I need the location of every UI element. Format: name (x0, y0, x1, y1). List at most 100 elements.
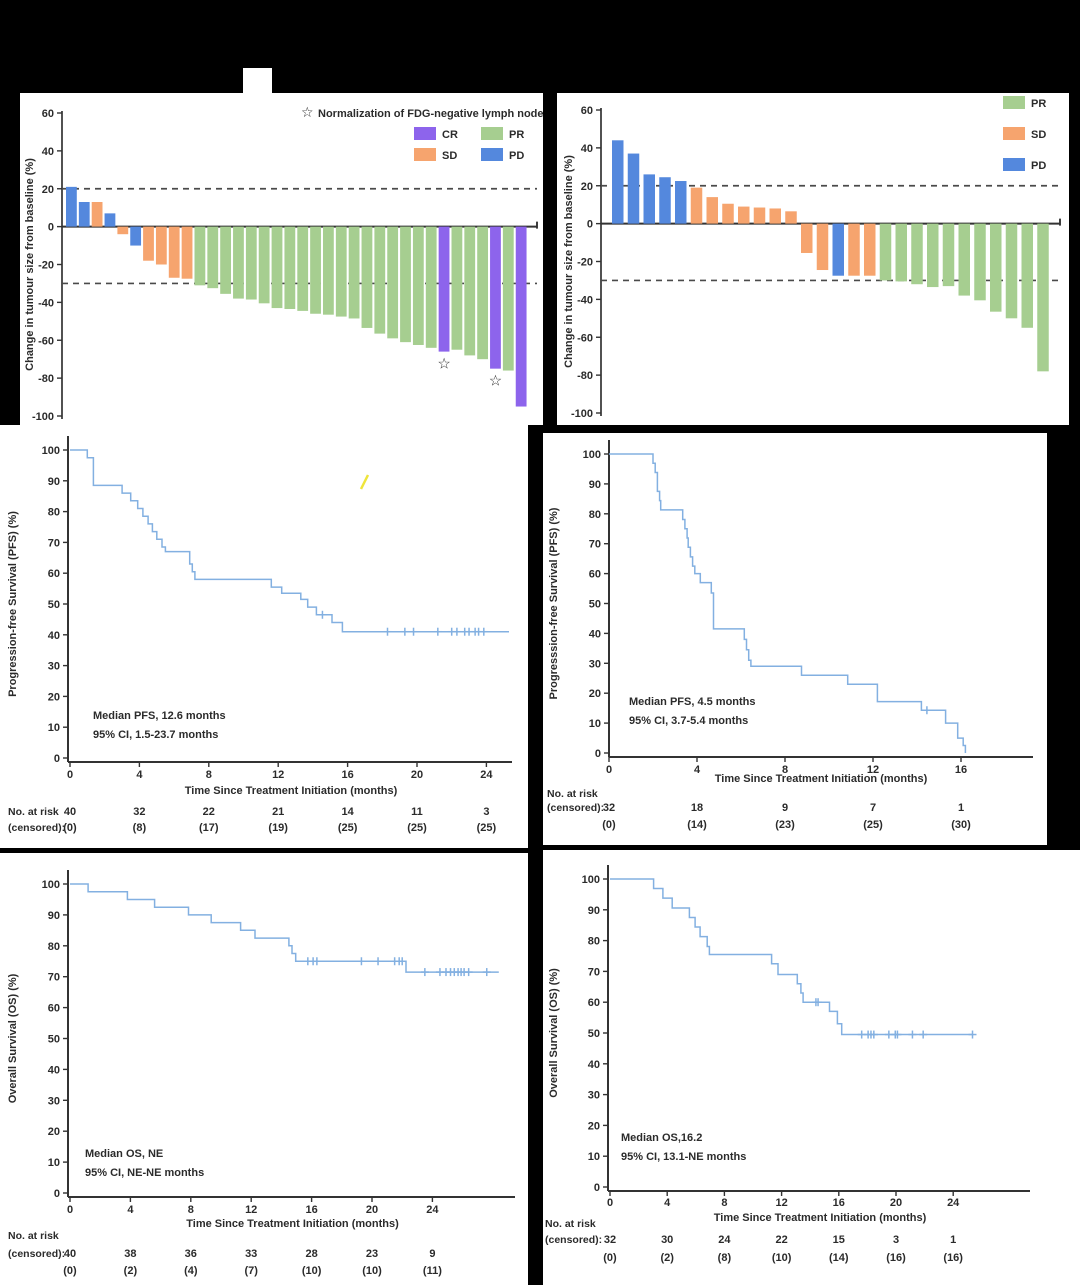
svg-text:-60: -60 (38, 335, 54, 347)
svg-text:(25): (25) (863, 819, 883, 831)
svg-text:95% CI, NE-NE months: 95% CI, NE-NE months (85, 1167, 204, 1179)
svg-text:16: 16 (341, 769, 353, 781)
waterfall-monotherapy-chart: 60 40 20 0 -20 -40 -60 -80 -100 Change in tumour … (563, 96, 1061, 420)
svg-text:-80: -80 (577, 370, 593, 382)
svg-text:Time Since Treatment Initiatio: Time Since Treatment Initiation (months) (715, 773, 928, 785)
svg-text:7: 7 (870, 802, 876, 814)
svg-text:(25): (25) (477, 822, 497, 834)
svg-text:40: 40 (48, 630, 60, 642)
svg-text:10: 10 (48, 1157, 60, 1169)
svg-text:32: 32 (603, 802, 615, 814)
svg-text:Overall Survival (OS) (%): Overall Survival (OS) (%) (7, 973, 19, 1103)
svg-text:(7): (7) (244, 1265, 258, 1277)
svg-text:50: 50 (48, 599, 60, 611)
svg-text:0: 0 (67, 1204, 73, 1216)
svg-text:100: 100 (583, 449, 601, 461)
svg-text:9: 9 (782, 802, 788, 814)
svg-text:Time Since Treatment Initiatio: Time Since Treatment Initiation (months) (186, 1218, 399, 1230)
svg-text:40: 40 (64, 806, 76, 818)
svg-text:12: 12 (775, 1197, 787, 1209)
svg-text:90: 90 (588, 905, 600, 917)
svg-text:(10): (10) (362, 1265, 382, 1277)
svg-text:20: 20 (411, 769, 423, 781)
svg-text:80: 80 (48, 941, 60, 953)
svg-text:20: 20 (890, 1197, 902, 1209)
svg-text:3: 3 (483, 806, 489, 818)
svg-text:PD: PD (509, 150, 524, 162)
svg-text:SD: SD (1031, 129, 1046, 141)
svg-text:1: 1 (950, 1234, 956, 1246)
svg-text:No. at risk: No. at risk (8, 806, 59, 818)
os-combined-km-chart: 0 10 20 30 40 50 60 70 80 90 100 0 4 8 12 16 20 24 Overall… (7, 870, 515, 1277)
svg-text:14: 14 (341, 806, 354, 818)
svg-text:95% CI, 13.1-NE months: 95% CI, 13.1-NE months (621, 1151, 746, 1163)
svg-text:50: 50 (589, 599, 601, 611)
svg-text:40: 40 (589, 628, 601, 640)
svg-text:0: 0 (587, 219, 593, 231)
svg-text:Progression-free Survival (PFS: Progression-free Survival (PFS) (%) (7, 511, 19, 697)
svg-text:0: 0 (48, 222, 54, 234)
svg-text:8: 8 (782, 764, 788, 776)
svg-text:Overall Survival (OS) (%): Overall Survival (OS) (%) (548, 968, 560, 1098)
svg-text:(19): (19) (268, 822, 288, 834)
svg-text:60: 60 (581, 105, 593, 117)
panel-pfs-monotherapy: 0 10 20 30 40 50 60 70 80 90 100 0 4 8 12 16 Progresssio… (543, 433, 1047, 845)
svg-text:(30): (30) (951, 819, 971, 831)
svg-text:20: 20 (48, 1126, 60, 1138)
svg-text:12: 12 (245, 1204, 257, 1216)
svg-text:90: 90 (48, 910, 60, 922)
svg-text:24: 24 (947, 1197, 960, 1209)
svg-text:(14): (14) (829, 1252, 849, 1264)
svg-text:Time Since Treatment Initiatio: Time Since Treatment Initiation (months) (185, 785, 398, 797)
svg-text:(16): (16) (886, 1252, 906, 1264)
svg-text:(0): (0) (603, 1252, 617, 1264)
svg-text:60: 60 (48, 1003, 60, 1015)
svg-text:100: 100 (42, 445, 60, 457)
white-notch-artifact (243, 68, 272, 94)
waterfall-combined-chart: 60 40 20 0 -20 -40 -60 -80 -100 ☆ ☆ Change in tumou… (24, 104, 543, 423)
svg-text:8: 8 (206, 769, 212, 781)
os-monotherapy-km-chart: 0 10 20 30 40 50 60 70 80 90 100 0 4 8 12 16 20 24 Overall… (545, 865, 1030, 1264)
svg-text:21: 21 (272, 806, 284, 818)
svg-text:No. at risk: No. at risk (547, 788, 598, 800)
svg-text:(0): (0) (63, 1265, 77, 1277)
svg-text:60: 60 (48, 568, 60, 580)
svg-text:32: 32 (604, 1234, 616, 1246)
svg-text:0: 0 (54, 753, 60, 765)
pfs-monotherapy-km-chart: 0 10 20 30 40 50 60 70 80 90 100 0 4 8 12 16 Progresssio… (547, 440, 1033, 831)
svg-text:30: 30 (48, 1095, 60, 1107)
svg-text:0: 0 (54, 1188, 60, 1200)
svg-text:4: 4 (127, 1204, 134, 1216)
svg-text:12: 12 (272, 769, 284, 781)
svg-text:23: 23 (366, 1248, 378, 1260)
svg-text:70: 70 (48, 537, 60, 549)
svg-text:80: 80 (588, 936, 600, 948)
svg-text:33: 33 (245, 1248, 257, 1260)
svg-text:(17): (17) (199, 822, 219, 834)
svg-text:(11): (11) (423, 1265, 442, 1277)
svg-text:40: 40 (581, 143, 593, 155)
svg-text:Median PFS, 12.6 months: Median PFS, 12.6 months (93, 710, 226, 722)
svg-text:Median PFS, 4.5 months: Median PFS, 4.5 months (629, 696, 756, 708)
svg-text:(censored):: (censored): (547, 802, 604, 814)
svg-text:40: 40 (588, 1059, 600, 1071)
svg-text:-20: -20 (577, 257, 593, 269)
svg-text:1: 1 (958, 802, 964, 814)
svg-text:(0): (0) (602, 819, 616, 831)
svg-text:20: 20 (42, 184, 54, 196)
svg-text:0: 0 (594, 1182, 600, 1194)
svg-text:36: 36 (185, 1248, 197, 1260)
svg-text:Median OS,16.2: Median OS,16.2 (621, 1132, 702, 1144)
svg-text:40: 40 (64, 1248, 76, 1260)
svg-text:9: 9 (429, 1248, 435, 1260)
svg-text:0: 0 (595, 748, 601, 760)
svg-text:-20: -20 (38, 260, 54, 272)
svg-text:15: 15 (833, 1234, 845, 1246)
svg-text:(censored):: (censored): (8, 1248, 65, 1260)
svg-text:(8): (8) (133, 822, 147, 834)
svg-text:16: 16 (833, 1197, 845, 1209)
svg-text:20: 20 (588, 1120, 600, 1132)
svg-text:0: 0 (67, 769, 73, 781)
svg-text:70: 70 (48, 972, 60, 984)
